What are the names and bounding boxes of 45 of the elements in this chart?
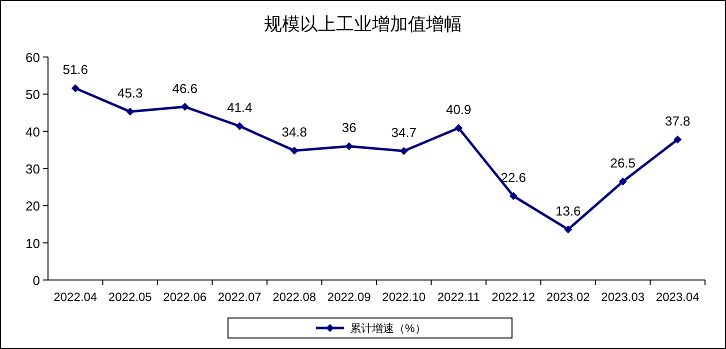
data-label: 45.3 <box>117 86 143 101</box>
x-tick-label: 2022.11 <box>437 290 480 304</box>
x-tick-label: 2023.03 <box>601 290 645 304</box>
point <box>71 84 80 92</box>
y-tick-label: 50 <box>26 87 40 102</box>
point <box>290 146 298 155</box>
point <box>180 102 189 111</box>
data-label: 40.9 <box>446 102 472 117</box>
x-tick-label: 2023.04 <box>656 290 700 304</box>
x-tick-label: 2022.05 <box>108 290 152 304</box>
data-label: 36 <box>342 120 356 136</box>
point <box>618 178 627 186</box>
point <box>126 108 134 116</box>
data-label: 26.5 <box>610 156 636 171</box>
data-label: 22.6 <box>500 170 526 186</box>
x-tick-label: 2022.12 <box>492 290 536 304</box>
data-label: 13.6 <box>555 203 581 218</box>
x-tick-label: 2022.04 <box>54 290 98 304</box>
point <box>509 192 518 200</box>
x-tick-label: 2023.02 <box>546 290 590 304</box>
point <box>345 142 354 150</box>
x-tick-label: 2022.08 <box>272 290 316 304</box>
point <box>674 136 682 144</box>
y-tick-label: 40 <box>26 124 40 140</box>
y-tick-label: 60 <box>26 50 40 65</box>
data-label: 37.8 <box>664 114 690 129</box>
point <box>400 147 408 156</box>
point <box>454 124 463 132</box>
point <box>236 122 244 130</box>
data-label: 41.4 <box>226 100 252 116</box>
y-tick-label: 10 <box>26 236 40 251</box>
legend-label: 累计增速（%） <box>350 322 426 335</box>
point <box>564 225 572 234</box>
data-label: 34.8 <box>282 124 308 140</box>
x-tick-label: 2022.09 <box>327 290 372 304</box>
data-label: 34.7 <box>391 125 417 140</box>
chart-title: 规模以上工业增加值增幅 <box>264 14 462 34</box>
y-tick-label: 0 <box>32 273 40 288</box>
data-label: 46.6 <box>172 80 198 96</box>
y-tick-label: 20 <box>26 198 40 214</box>
x-tick-label: 2022.07 <box>218 290 262 304</box>
x-tick-label: 2022.10 <box>382 290 426 304</box>
data-label: 51.6 <box>62 62 88 78</box>
y-tick-label: 30 <box>26 162 40 176</box>
x-tick-label: 2022.06 <box>163 290 207 304</box>
